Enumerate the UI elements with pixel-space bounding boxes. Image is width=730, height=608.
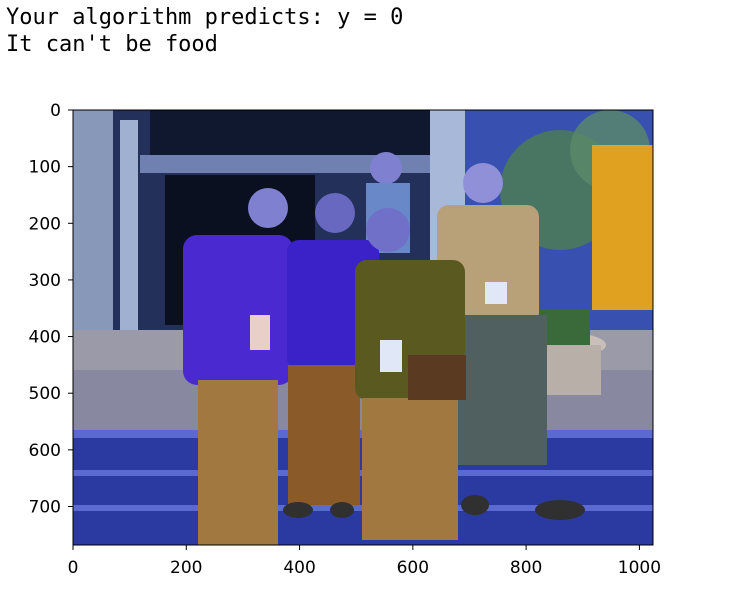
photo-of-five-people-icon	[72, 109, 654, 546]
x-tick-label: 600	[397, 558, 429, 578]
x-tick-label: 0	[68, 558, 79, 578]
x-tick-label: 400	[283, 558, 315, 578]
verdict-line: It can't be food	[6, 32, 218, 57]
y-tick-label: 600	[29, 441, 61, 461]
y-tick-label: 700	[29, 497, 61, 517]
y-tick-label: 100	[29, 158, 61, 178]
y-tick-label: 300	[29, 271, 61, 291]
y-tick-label: 200	[29, 214, 61, 234]
y-tick-label: 500	[29, 384, 61, 404]
y-tick-label: 400	[29, 328, 61, 348]
x-axis: 0 200 400 600 800 1000	[68, 545, 661, 578]
x-tick-label: 1000	[618, 558, 661, 578]
y-axis: 0 100 200 300 400 500 600 700	[29, 101, 73, 517]
x-tick-label: 200	[170, 558, 202, 578]
y-tick-label: 0	[50, 101, 61, 121]
x-tick-label: 800	[510, 558, 542, 578]
prediction-line: Your algorithm predicts: y = 0	[6, 5, 404, 30]
